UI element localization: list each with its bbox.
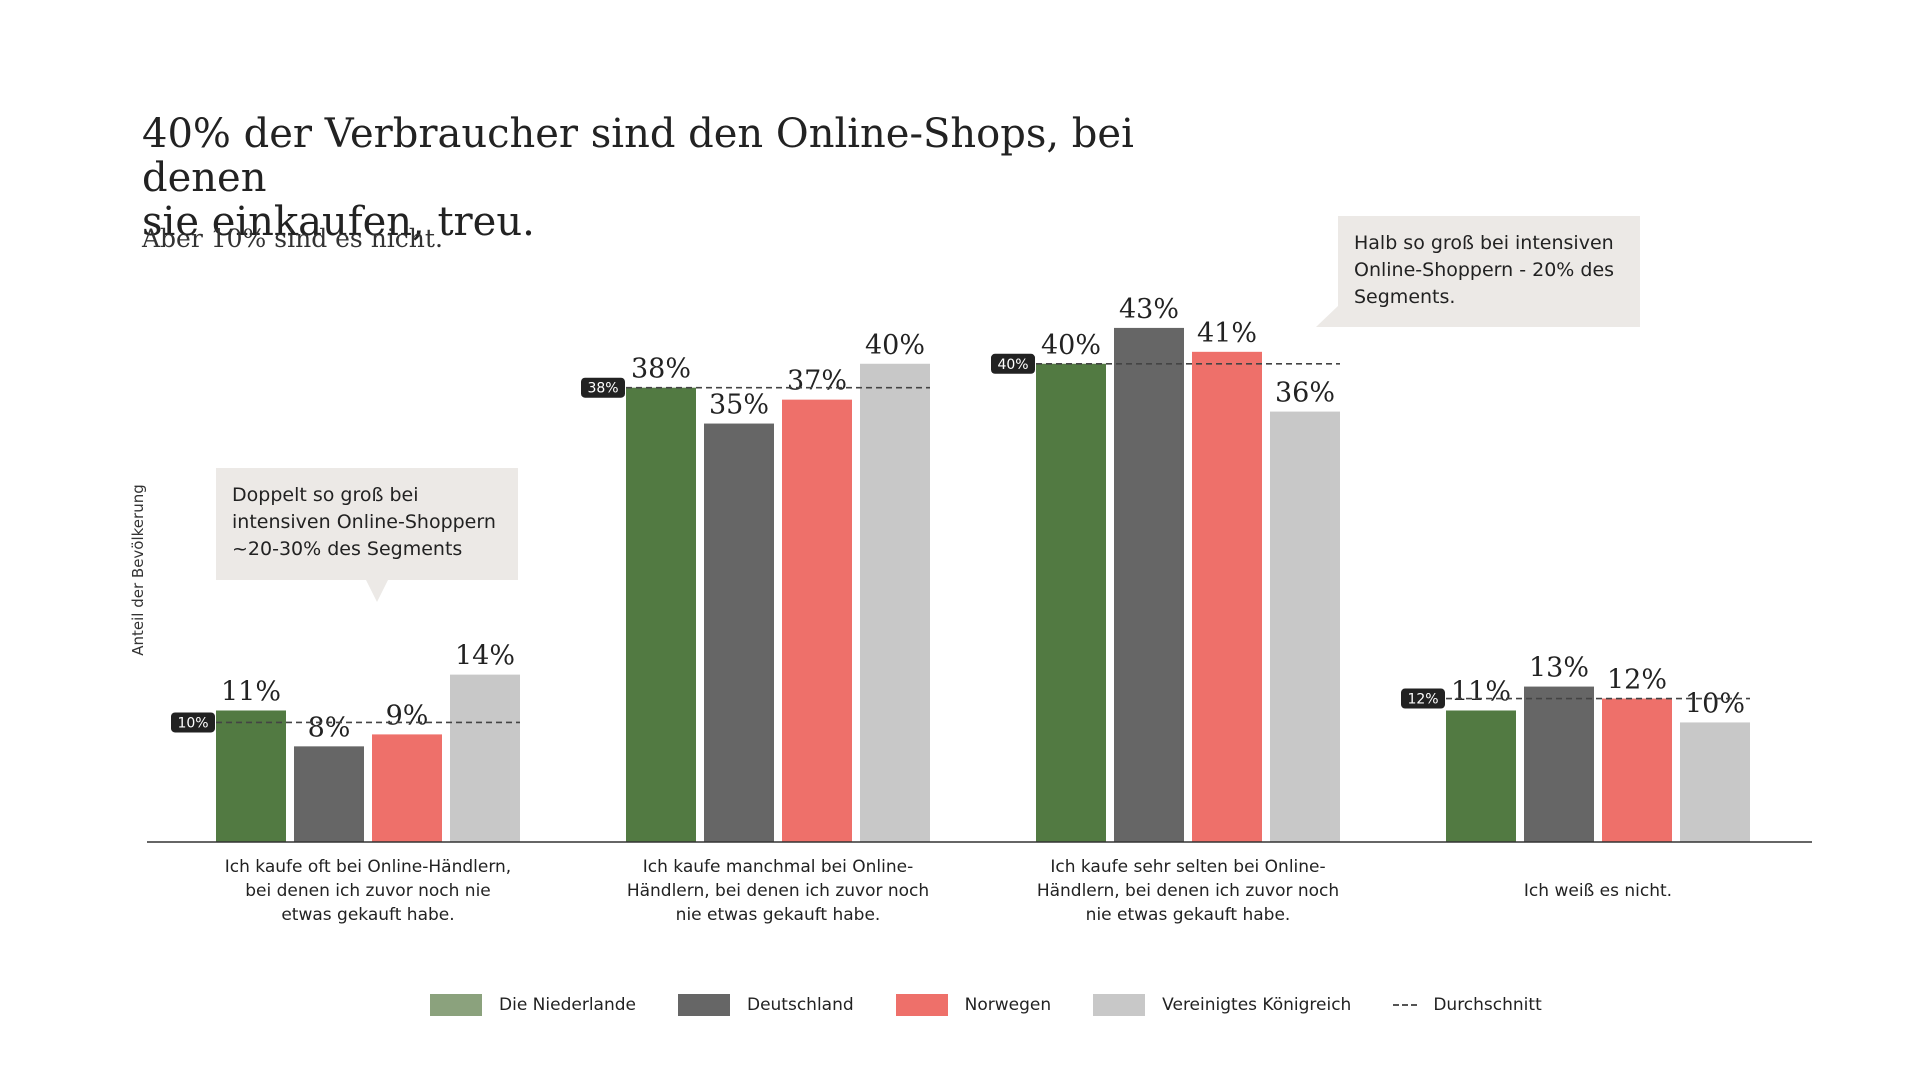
bar-de-group-4: [1524, 686, 1594, 842]
callout-rarely: Halb so groß bei intensiven Online-Shopp…: [1338, 216, 1640, 327]
average-badge-group-3: [991, 353, 1035, 374]
category-label-group-2-line-2: Händlern, bei denen ich zuvor noch: [627, 881, 929, 901]
category-label-group-2-line-3: nie etwas gekauft habe.: [676, 905, 881, 925]
category-label-group-3-line-1: Ich kaufe sehr selten bei Online-: [1050, 857, 1325, 877]
value-label-uk-group-3: 36%: [1275, 378, 1335, 409]
callout-often-line-3: ~20-30% des Segments: [232, 538, 463, 560]
chart-title: 40% der Verbraucher sind den Online-Shop…: [142, 112, 1242, 244]
callout-often-line-2: intensiven Online-Shoppern: [232, 511, 496, 533]
bar-de-group-1: [294, 746, 364, 842]
callout-rarely-line-1: Halb so groß bei intensiven: [1354, 232, 1614, 254]
value-label-no-group-2: 37%: [787, 366, 847, 397]
legend-swatch-avg: [1393, 1004, 1418, 1006]
value-label-nl-group-3: 40%: [1041, 330, 1101, 361]
legend-swatch-no: [895, 994, 948, 1016]
average-badge-group-4: [1401, 688, 1445, 709]
legend-swatch-uk: [1093, 994, 1146, 1016]
value-label-uk-group-1: 14%: [455, 641, 515, 672]
title-line-1: 40% der Verbraucher sind den Online-Shop…: [142, 111, 1134, 201]
bar-no-group-2: [782, 399, 852, 842]
legend-item-nl: Die Niederlande: [430, 994, 636, 1016]
average-badge-group-1: [171, 712, 215, 733]
callout-rarely-pointer: [1316, 306, 1338, 327]
value-label-nl-group-1: 11%: [221, 676, 281, 707]
callout-often-pointer: [366, 580, 388, 602]
legend-label-no: Norwegen: [964, 995, 1052, 1015]
category-label-group-4-line-1: Ich weiß es nicht.: [1524, 881, 1672, 901]
chart-subtitle: Aber 10% sind es nicht.: [142, 224, 443, 253]
legend-item-uk: Vereinigtes Königreich: [1093, 994, 1351, 1016]
legend-item-de: Deutschland: [677, 994, 854, 1016]
legend-label-nl: Die Niederlande: [499, 995, 636, 1015]
category-label-group-1-line-1: Ich kaufe oft bei Online-Händlern,: [225, 857, 511, 877]
legend-label-avg: Durchschnitt: [1433, 995, 1542, 1015]
value-label-de-group-3: 43%: [1119, 294, 1179, 325]
average-badge-label-group-3: 40%: [997, 357, 1028, 373]
bar-de-group-2: [704, 423, 774, 842]
legend-label-uk: Vereinigtes Königreich: [1162, 995, 1352, 1015]
legend: Die Niederlande Deutschland Norwegen Ver…: [430, 994, 1584, 1016]
bar-nl-group-1: [216, 710, 286, 842]
bar-uk-group-2: [860, 363, 930, 842]
bar-uk-group-1: [450, 674, 520, 842]
legend-item-no: Norwegen: [895, 994, 1052, 1016]
legend-swatch-nl: [430, 994, 482, 1016]
value-label-nl-group-4: 11%: [1451, 676, 1511, 707]
callout-often-line-1: Doppelt so groß bei: [232, 484, 419, 506]
average-badge-label-group-2: 38%: [587, 381, 618, 397]
category-label-group-3-line-3: nie etwas gekauft habe.: [1086, 905, 1291, 925]
category-label-group-2-line-1: Ich kaufe manchmal bei Online-: [643, 857, 913, 877]
category-label-group-1-line-2: bei denen ich zuvor noch nie: [245, 881, 491, 901]
average-badge-label-group-1: 10%: [177, 715, 208, 731]
average-badge-group-2: [581, 377, 625, 398]
bar-de-group-3: [1114, 327, 1184, 842]
value-label-de-group-2: 35%: [709, 390, 769, 421]
bar-nl-group-3: [1036, 363, 1106, 842]
average-badge-label-group-4: 12%: [1407, 692, 1438, 708]
title-line-2: sie einkaufen, treu.: [142, 199, 535, 245]
bar-uk-group-4: [1680, 722, 1750, 842]
value-label-de-group-1: 8%: [308, 712, 351, 743]
value-label-no-group-3: 41%: [1197, 318, 1257, 349]
callout-often: Doppelt so groß bei intensiven Online-Sh…: [216, 468, 518, 580]
callout-rarely-line-3: Segments.: [1354, 286, 1456, 308]
value-label-nl-group-2: 38%: [631, 354, 691, 385]
value-label-uk-group-2: 40%: [865, 330, 925, 361]
bar-nl-group-4: [1446, 710, 1516, 842]
bar-no-group-4: [1602, 698, 1672, 842]
legend-swatch-de: [677, 994, 730, 1016]
bar-nl-group-2: [626, 387, 696, 842]
value-label-no-group-4: 12%: [1607, 665, 1667, 696]
category-label-group-1-line-3: etwas gekauft habe.: [281, 905, 454, 925]
bar-uk-group-3: [1270, 411, 1340, 842]
bar-no-group-1: [372, 734, 442, 842]
legend-item-avg: Durchschnitt: [1393, 995, 1542, 1015]
callout-rarely-line-2: Online-Shoppern - 20% des: [1354, 259, 1615, 281]
bar-no-group-3: [1192, 351, 1262, 842]
legend-label-de: Deutschland: [746, 995, 854, 1015]
value-label-uk-group-4: 10%: [1685, 688, 1745, 719]
value-label-no-group-1: 9%: [386, 700, 429, 731]
value-label-de-group-4: 13%: [1529, 653, 1589, 684]
category-label-group-3-line-2: Händlern, bei denen ich zuvor noch: [1037, 881, 1339, 901]
